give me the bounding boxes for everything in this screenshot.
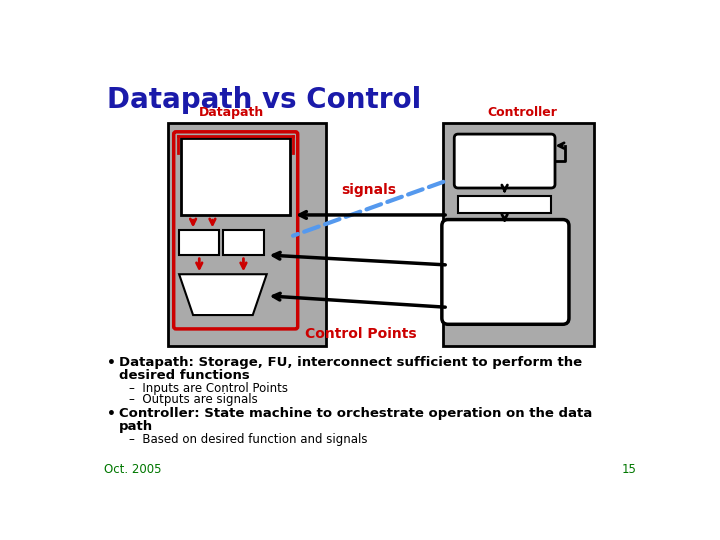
- Text: –  Based on desired function and signals: – Based on desired function and signals: [129, 433, 367, 446]
- Text: •: •: [107, 356, 116, 370]
- Text: Datapath: Storage, FU, interconnect sufficient to perform the: Datapath: Storage, FU, interconnect suff…: [119, 356, 582, 369]
- Text: –  Inputs are Control Points: – Inputs are Control Points: [129, 382, 288, 395]
- Bar: [181, 138, 290, 215]
- Text: –  Outputs are signals: – Outputs are signals: [129, 393, 258, 406]
- Text: Datapath vs Control: Datapath vs Control: [107, 86, 421, 114]
- Text: Control Points: Control Points: [305, 327, 417, 341]
- Text: Controller: Controller: [487, 106, 557, 119]
- Text: signals: signals: [341, 183, 397, 197]
- Text: Controller: State machine to orchestrate operation on the data: Controller: State machine to orchestrate…: [119, 407, 592, 420]
- Text: Oct. 2005: Oct. 2005: [104, 463, 161, 476]
- FancyBboxPatch shape: [442, 220, 569, 325]
- Text: Datapath: Datapath: [199, 106, 264, 119]
- Bar: [223, 231, 264, 255]
- Bar: [168, 123, 326, 346]
- Text: 15: 15: [621, 463, 636, 476]
- Bar: [443, 123, 594, 346]
- Text: •: •: [107, 407, 116, 421]
- FancyBboxPatch shape: [454, 134, 555, 188]
- Text: path: path: [119, 420, 153, 433]
- Bar: [458, 197, 551, 213]
- Polygon shape: [179, 274, 266, 315]
- Bar: [179, 231, 220, 255]
- Text: desired functions: desired functions: [119, 369, 249, 382]
